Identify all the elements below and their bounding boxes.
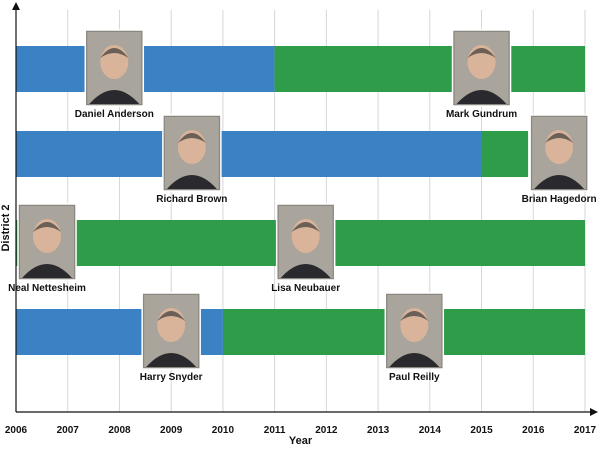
portrait-shoulders	[22, 264, 73, 278]
portrait-hair	[177, 133, 206, 143]
portrait-shoulders	[389, 353, 440, 367]
portrait-shoulders	[456, 90, 507, 104]
portrait-hair	[400, 311, 429, 321]
person-name-label: Harry Snyder	[140, 372, 203, 383]
timeline-bar-segment	[16, 46, 275, 92]
x-tick-label: 2016	[522, 425, 545, 436]
y-axis-arrow	[12, 2, 20, 10]
person-name-label: Paul Reilly	[389, 372, 440, 383]
person-portrait	[529, 114, 589, 192]
portrait-hair	[291, 222, 320, 232]
x-tick-label: 2012	[315, 425, 338, 436]
person-portrait	[275, 203, 336, 281]
x-axis-title: Year	[289, 435, 313, 447]
timeline-bars	[16, 46, 585, 355]
portrait-shoulders	[166, 175, 217, 189]
x-tick-label: 2007	[57, 425, 80, 436]
person-portrait	[17, 203, 77, 281]
person-name-label: Lisa Neubauer	[271, 283, 340, 294]
x-tick-label: 2015	[470, 425, 493, 436]
x-tick-label: 2010	[212, 425, 235, 436]
x-tick-label: 2013	[367, 425, 390, 436]
person-portrait	[384, 292, 445, 370]
x-tick-label: 2011	[264, 425, 286, 436]
portrait-shoulders	[280, 264, 331, 278]
x-tick-label: 2008	[108, 425, 131, 436]
axes: 2006 2007 2008 2009 2010 2011 2012 2013 2014 2015…	[5, 2, 598, 436]
x-tick-label: 2017	[574, 425, 597, 436]
person-portrait	[451, 29, 512, 107]
portrait-shoulders	[534, 175, 585, 189]
person-markers: Daniel Anderson Mark Gundrum Richard Brown…	[8, 29, 597, 383]
person-name-label: Brian Hagedorn	[522, 194, 597, 205]
x-axis-arrow	[590, 408, 598, 416]
portrait-hair	[157, 311, 186, 321]
timeline-bar-segment	[481, 131, 529, 177]
person-name-label: Daniel Anderson	[75, 109, 154, 120]
timeline-bar-segment	[16, 131, 482, 177]
portrait-hair	[545, 133, 574, 143]
x-tick-label: 2009	[160, 425, 183, 436]
person-name-label: Neal Nettesheim	[8, 283, 86, 294]
person-name-label: Mark Gundrum	[446, 109, 517, 120]
person-name-label: Richard Brown	[156, 194, 227, 205]
x-tick-label: 2006	[5, 425, 28, 436]
portrait-shoulders	[146, 353, 197, 367]
x-tick-label: 2014	[419, 425, 442, 436]
timeline-bar-segment	[274, 46, 585, 92]
portrait-hair	[100, 48, 129, 58]
portrait-shoulders	[89, 90, 140, 104]
portrait-hair	[33, 222, 62, 232]
y-axis-title: District 2	[0, 204, 12, 251]
person-portrait	[141, 292, 201, 370]
portrait-hair	[467, 48, 496, 58]
person-portrait	[162, 114, 222, 192]
person-portrait	[84, 29, 145, 107]
